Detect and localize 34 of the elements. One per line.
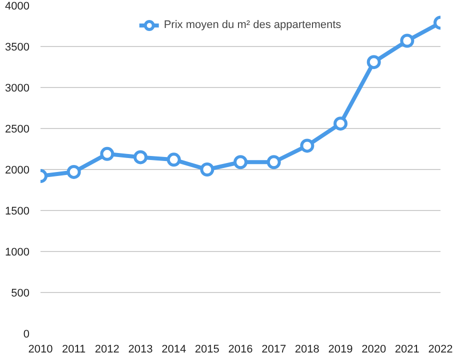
point (166, 152, 181, 167)
point (400, 34, 414, 48)
x-tick-label: 2018 (294, 344, 320, 356)
legend-label: Prix moyen du m² des appartements (164, 19, 342, 31)
x-tick-label: 2021 (394, 344, 420, 356)
y-tick-label: 0 (23, 328, 30, 340)
point (266, 155, 281, 170)
x-tick-label: 2017 (262, 344, 286, 356)
x-tick-label: 2013 (128, 344, 153, 356)
point (300, 138, 314, 153)
y-tick-label: 2500 (5, 124, 30, 136)
x-tick-label: 2011 (62, 344, 86, 356)
x-tick-label: 2012 (94, 344, 120, 356)
point (200, 162, 214, 176)
point (334, 116, 348, 131)
x-tick-label: 2010 (28, 344, 53, 356)
x-tick-label: 2014 (162, 344, 186, 356)
y-tick-label: 3000 (5, 82, 30, 94)
point (100, 146, 114, 161)
y-tick-label: 500 (11, 288, 30, 300)
x-tick-label: 2019 (328, 344, 353, 356)
point (234, 155, 248, 170)
point (366, 55, 381, 70)
point (66, 164, 81, 179)
y-tick-label: 1500 (5, 206, 30, 218)
point (134, 150, 148, 164)
y-tick-label: 4000 (5, 0, 30, 12)
y-tick-label: 2000 (5, 164, 30, 176)
y-tick-label: 1000 (5, 246, 30, 258)
x-tick-label: 2016 (228, 344, 253, 356)
x-tick-label: 2015 (194, 344, 220, 356)
x-tick-label: 2022 (428, 344, 453, 356)
y-tick-label: 3500 (5, 42, 30, 54)
x-tick-label: 2020 (362, 344, 386, 356)
